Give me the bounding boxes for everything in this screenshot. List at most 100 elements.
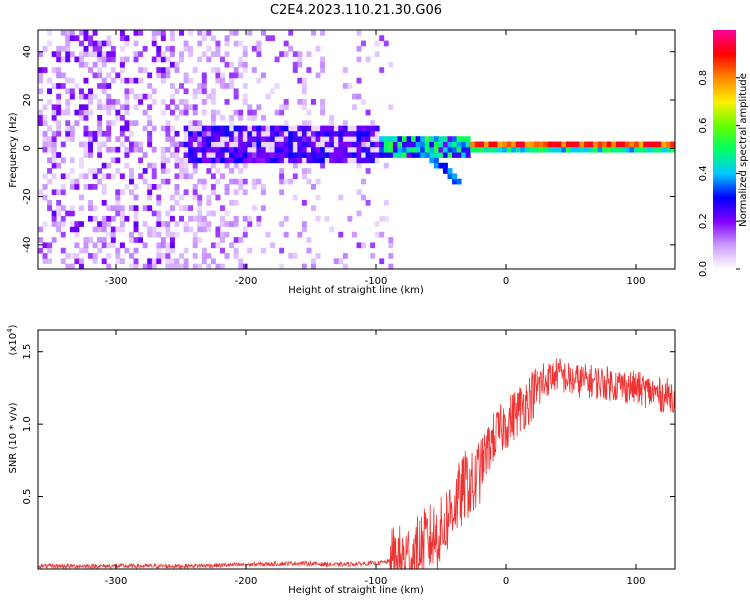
spectrogram-cell	[260, 136, 266, 142]
spectrogram-cell	[242, 93, 248, 100]
spectrogram-cell	[615, 141, 621, 148]
spectrogram-cell	[251, 136, 257, 142]
spectrogram-cell	[147, 104, 153, 111]
spectrogram-cell	[442, 168, 448, 174]
spectrogram-cell	[42, 221, 48, 227]
spectrogram-cell	[361, 178, 366, 185]
spectrogram-cell	[665, 141, 671, 148]
spectrogram-cell	[47, 247, 53, 254]
spectrogram-cell	[238, 184, 244, 190]
spectrogram-cell	[133, 263, 139, 269]
spectrogram-cell	[433, 162, 439, 169]
spectrogram-cell	[351, 136, 357, 142]
spectrogram-cell	[169, 152, 175, 158]
spectrogram-cell	[183, 136, 189, 142]
spectrogram-cell	[210, 141, 216, 148]
spectrogram-cell	[220, 247, 225, 254]
spectrogram-cell	[169, 30, 175, 36]
spectrogram-cell	[60, 221, 66, 227]
spectrogram-cell	[83, 93, 89, 100]
spectrogram-cell	[465, 141, 471, 148]
spectrogram-cell	[256, 51, 262, 57]
spectrogram-cell	[324, 141, 330, 148]
spectrogram-cell	[60, 184, 66, 190]
spectrogram-cell	[165, 146, 171, 153]
spectrogram-cell	[78, 114, 84, 121]
spectrogram-cell	[183, 173, 189, 180]
spectrogram-cell	[361, 136, 366, 142]
spectrogram-cell	[220, 205, 225, 211]
spectrogram-cell	[92, 61, 98, 68]
spectrogram-cell	[78, 221, 84, 227]
spectrogram-cell	[465, 146, 471, 153]
spectrogram-cell	[47, 242, 53, 249]
spectrogram-cell	[351, 130, 357, 137]
spectrogram-cell	[274, 130, 280, 137]
spectrogram-cell	[92, 215, 98, 222]
spectrogram-cell	[197, 120, 203, 126]
spectrogram-cell	[206, 226, 212, 233]
spectrogram-cell	[374, 125, 380, 132]
spectrogram-cell	[420, 141, 426, 148]
spectrogram-cell	[106, 51, 112, 57]
spectrogram-cell	[47, 168, 53, 174]
spectrogram-cell	[124, 56, 130, 63]
spectrogram-cell	[42, 45, 48, 52]
spectrogram-cell	[315, 136, 321, 142]
spectrogram-cell	[270, 88, 275, 95]
spectrogram-cell	[179, 109, 184, 116]
spectrogram-cell	[65, 30, 71, 36]
spectrogram-cell	[201, 35, 207, 42]
spectrogram-cell	[283, 136, 289, 142]
spectrogram-cell	[447, 173, 453, 180]
spectrogram-cell	[238, 146, 244, 153]
spectrogram-cell	[238, 263, 244, 269]
spectrogram-cell	[110, 237, 116, 243]
spectrogram-cell	[119, 45, 125, 52]
spectrogram-cell	[574, 141, 580, 148]
spectrogram-cell	[147, 136, 153, 142]
spectrogram-cell	[83, 141, 89, 148]
spectrogram-cell	[183, 146, 189, 153]
spectrogram-cell	[65, 109, 71, 116]
spectrogram-cell	[115, 247, 121, 254]
spectrogram-cell	[461, 152, 467, 158]
spectrogram-cell	[388, 237, 394, 243]
spectrogram-cell	[374, 146, 380, 153]
snr-series-line	[38, 358, 675, 569]
spectrogram-cell	[88, 35, 93, 42]
spectrogram-cell	[165, 263, 171, 269]
spectrogram-cell	[643, 146, 649, 153]
spectrogram-cell	[288, 152, 294, 158]
spectrogram-cell	[138, 67, 144, 73]
spectrogram-cell	[220, 215, 225, 222]
spectrogram-cell	[342, 253, 348, 259]
spectrogram-cell	[138, 157, 144, 164]
spectrogram-cell	[301, 226, 307, 233]
spectrogram-cell	[151, 88, 157, 95]
spectrogram-cell	[42, 67, 48, 73]
spectrogram-cell	[238, 40, 244, 47]
spectrogram-cell	[83, 125, 89, 132]
spectrogram-cell	[138, 93, 144, 100]
spectrogram-cell	[78, 141, 84, 148]
spectrogram-cell	[270, 35, 275, 42]
spectrogram-cell	[78, 56, 84, 63]
spectrogram-cell	[119, 77, 125, 84]
spectrogram-cell	[229, 77, 235, 84]
spectrogram-cell	[115, 194, 121, 201]
spectrogram-cell	[324, 136, 330, 142]
spectrogram-cell	[224, 61, 230, 68]
spectrogram-cell	[274, 136, 280, 142]
spectrogram-cell	[160, 168, 166, 174]
spectrogram-cell	[402, 136, 407, 142]
spectrogram-cell	[561, 141, 567, 148]
spectrogram-cell	[374, 51, 380, 57]
spectrogram-cell	[197, 136, 203, 142]
spectrogram-frame	[37, 29, 676, 270]
spectrogram-cell	[188, 215, 194, 222]
spectrogram-cell	[129, 189, 134, 196]
spectrogram-cell	[361, 194, 366, 201]
spectrogram-cell	[506, 141, 512, 148]
spectrogram-cell	[151, 99, 157, 105]
